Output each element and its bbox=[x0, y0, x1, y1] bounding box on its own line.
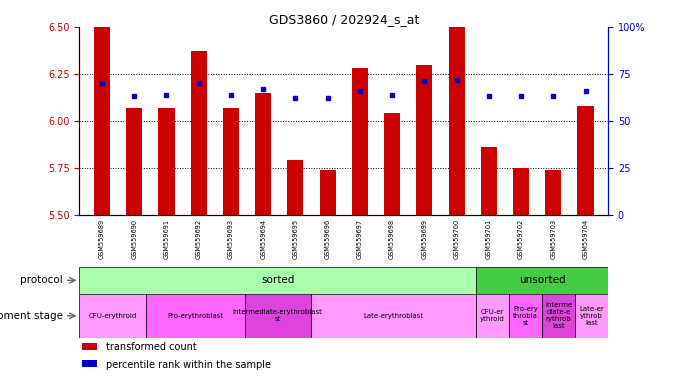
Bar bbox=[509, 294, 542, 338]
Text: Intermediate-erythroblast
st: Intermediate-erythroblast st bbox=[233, 310, 323, 322]
Bar bbox=[94, 27, 110, 215]
Text: GSM559699: GSM559699 bbox=[422, 219, 427, 259]
Bar bbox=[287, 161, 303, 215]
Bar bbox=[416, 65, 433, 215]
Text: GSM559693: GSM559693 bbox=[228, 219, 234, 259]
Title: GDS3860 / 202924_s_at: GDS3860 / 202924_s_at bbox=[269, 13, 419, 26]
Bar bbox=[255, 93, 272, 215]
Text: GSM559697: GSM559697 bbox=[357, 219, 363, 259]
Text: protocol: protocol bbox=[20, 275, 63, 285]
Bar bbox=[223, 108, 239, 215]
Bar bbox=[311, 294, 476, 338]
Text: GSM559704: GSM559704 bbox=[583, 219, 589, 260]
Text: GSM559703: GSM559703 bbox=[550, 219, 556, 259]
Text: unsorted: unsorted bbox=[519, 275, 565, 285]
Bar bbox=[476, 267, 608, 294]
Text: Interme
diate-e
rythrob
last: Interme diate-e rythrob last bbox=[545, 302, 572, 329]
Text: GSM559700: GSM559700 bbox=[453, 219, 460, 260]
Text: GSM559694: GSM559694 bbox=[261, 219, 266, 259]
Bar bbox=[79, 294, 146, 338]
Bar bbox=[82, 343, 97, 350]
Bar bbox=[320, 170, 336, 215]
Bar bbox=[578, 106, 594, 215]
Bar bbox=[575, 294, 608, 338]
Bar bbox=[545, 170, 561, 215]
Text: Late-er
ythrob
last: Late-er ythrob last bbox=[579, 306, 604, 326]
Bar bbox=[245, 294, 311, 338]
Text: CFU-er
ythroid: CFU-er ythroid bbox=[480, 310, 505, 322]
Bar bbox=[191, 51, 207, 215]
Bar bbox=[158, 108, 175, 215]
Bar bbox=[126, 108, 142, 215]
Bar bbox=[481, 147, 497, 215]
Text: Pro-ery
throbla
st: Pro-ery throbla st bbox=[513, 306, 538, 326]
Text: GSM559698: GSM559698 bbox=[389, 219, 395, 259]
Text: GSM559692: GSM559692 bbox=[196, 219, 202, 259]
Text: Pro-erythroblast: Pro-erythroblast bbox=[167, 313, 223, 319]
Text: GSM559701: GSM559701 bbox=[486, 219, 492, 259]
Bar bbox=[542, 294, 575, 338]
Text: GSM559696: GSM559696 bbox=[325, 219, 331, 259]
Bar bbox=[448, 27, 464, 215]
Text: GSM559690: GSM559690 bbox=[131, 219, 138, 259]
Text: Late-erythroblast: Late-erythroblast bbox=[363, 313, 424, 319]
Text: development stage: development stage bbox=[0, 311, 63, 321]
Bar bbox=[146, 294, 245, 338]
Bar bbox=[384, 113, 400, 215]
Text: GSM559702: GSM559702 bbox=[518, 219, 524, 260]
Text: sorted: sorted bbox=[261, 275, 294, 285]
Text: CFU-erythroid: CFU-erythroid bbox=[88, 313, 137, 319]
Bar bbox=[352, 68, 368, 215]
Text: GSM559689: GSM559689 bbox=[99, 219, 105, 259]
Text: GSM559695: GSM559695 bbox=[292, 219, 299, 259]
Bar bbox=[82, 360, 97, 367]
Bar bbox=[513, 168, 529, 215]
Bar bbox=[476, 294, 509, 338]
Text: GSM559691: GSM559691 bbox=[164, 219, 169, 259]
Bar bbox=[79, 267, 476, 294]
Text: percentile rank within the sample: percentile rank within the sample bbox=[106, 360, 271, 370]
Text: transformed count: transformed count bbox=[106, 343, 197, 353]
